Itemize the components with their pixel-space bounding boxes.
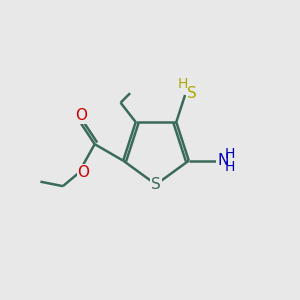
Text: O: O [77,165,89,180]
Text: S: S [151,177,161,192]
Text: N: N [217,153,228,168]
Text: H: H [225,160,235,174]
Text: H: H [178,76,188,91]
Text: H: H [225,147,235,161]
Text: S: S [187,86,196,101]
Text: O: O [75,108,87,123]
